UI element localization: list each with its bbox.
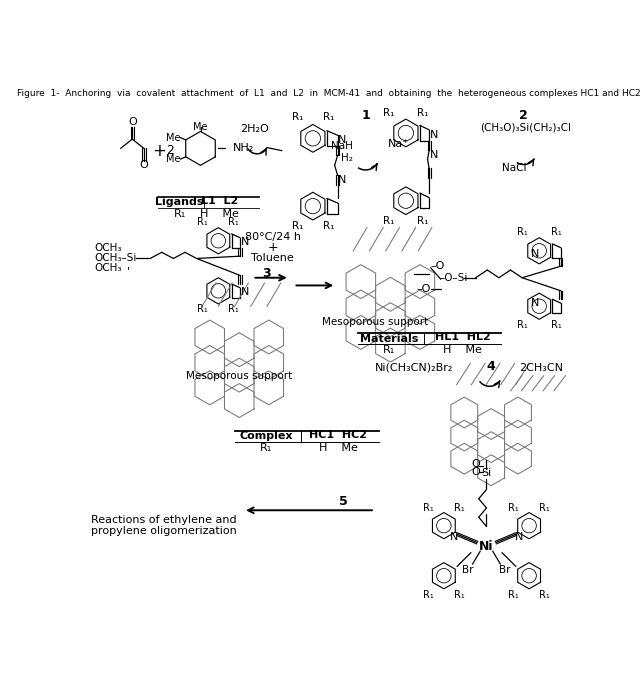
Text: N: N <box>430 129 439 140</box>
Text: R₁: R₁ <box>551 320 561 330</box>
Text: N: N <box>531 249 539 259</box>
Text: H    Me: H Me <box>319 443 358 453</box>
Text: –O–Si–: –O–Si– <box>439 273 473 283</box>
Text: OCH₃: OCH₃ <box>95 243 122 254</box>
Text: R₁: R₁ <box>292 221 303 231</box>
Text: NaH: NaH <box>331 141 353 151</box>
Text: ': ' <box>127 267 130 276</box>
Text: R₁: R₁ <box>228 304 239 314</box>
Text: Ni(CH₃CN)₂Br₂: Ni(CH₃CN)₂Br₂ <box>374 363 453 373</box>
Text: R₁: R₁ <box>228 217 239 227</box>
Text: R₁: R₁ <box>539 590 550 600</box>
Text: N: N <box>338 175 347 185</box>
Text: N: N <box>515 532 523 542</box>
Text: N: N <box>531 298 539 308</box>
Text: +: + <box>267 241 278 254</box>
Text: 2H₂O: 2H₂O <box>240 124 269 134</box>
Text: 2CH₃CN: 2CH₃CN <box>520 363 563 373</box>
Text: O: O <box>471 459 480 469</box>
Text: N: N <box>241 287 249 297</box>
Text: HL1  HL2: HL1 HL2 <box>435 332 491 342</box>
Text: N: N <box>449 532 458 542</box>
Text: R₁: R₁ <box>423 590 434 600</box>
Text: Mesoporous support: Mesoporous support <box>322 316 428 327</box>
Text: R₁: R₁ <box>508 590 519 600</box>
Text: R₁: R₁ <box>551 227 561 237</box>
Text: Materials: Materials <box>359 334 418 343</box>
Text: Si: Si <box>482 468 492 477</box>
Text: –O: –O <box>431 261 445 271</box>
Text: R₁: R₁ <box>423 503 434 513</box>
Text: Toluene: Toluene <box>251 254 294 263</box>
Text: N: N <box>241 237 249 247</box>
Text: 2: 2 <box>520 108 528 122</box>
Text: OCH₃: OCH₃ <box>95 263 122 274</box>
Text: R₁: R₁ <box>197 304 208 314</box>
Text: R₁: R₁ <box>508 503 519 513</box>
Text: R₁: R₁ <box>517 227 527 237</box>
Text: Complex: Complex <box>240 431 293 442</box>
Text: 4: 4 <box>487 360 496 372</box>
Text: 2: 2 <box>167 144 174 157</box>
Text: +: + <box>152 142 167 160</box>
Text: Me: Me <box>166 154 180 164</box>
Text: R₁: R₁ <box>260 443 273 453</box>
Text: Reactions of ethylene and: Reactions of ethylene and <box>91 515 237 525</box>
Text: H₂: H₂ <box>341 153 353 163</box>
Text: Mesoporous support: Mesoporous support <box>186 370 293 381</box>
Text: R₁: R₁ <box>174 209 186 219</box>
Text: R₁: R₁ <box>454 590 465 600</box>
Text: NH₂: NH₂ <box>233 143 254 153</box>
Text: L1  L2: L1 L2 <box>201 196 239 206</box>
Text: R₁: R₁ <box>417 216 429 226</box>
Text: 5: 5 <box>340 495 349 507</box>
Text: OCH₃–Si–: OCH₃–Si– <box>95 254 142 263</box>
Text: R₁: R₁ <box>454 503 465 513</box>
Text: Me: Me <box>166 133 180 142</box>
Text: 80°C/24 h: 80°C/24 h <box>244 232 300 242</box>
Text: Ni: Ni <box>479 540 494 553</box>
Text: O: O <box>471 466 480 477</box>
Text: R₁: R₁ <box>323 112 334 122</box>
Text: NaCl: NaCl <box>502 162 527 173</box>
Text: H    Me: H Me <box>201 209 239 219</box>
Text: (CH₃O)₃Si(CH₂)₃Cl: (CH₃O)₃Si(CH₂)₃Cl <box>480 122 572 133</box>
Text: Ligands: Ligands <box>156 197 204 207</box>
Text: Figure  1-  Anchoring  via  covalent  attachment  of  L1  and  L2  in  MCM-41  a: Figure 1- Anchoring via covalent attachm… <box>17 89 641 98</box>
Text: R₁: R₁ <box>539 503 550 513</box>
Text: Me: Me <box>194 122 208 132</box>
Text: propylene oligomerization: propylene oligomerization <box>91 526 237 536</box>
Text: 1: 1 <box>361 108 370 122</box>
Text: R₁: R₁ <box>197 217 208 227</box>
Text: 3: 3 <box>262 267 271 281</box>
Text: O: O <box>128 117 137 127</box>
Text: R₁: R₁ <box>383 108 395 118</box>
Text: R₁: R₁ <box>517 320 527 330</box>
Text: R₁: R₁ <box>323 221 334 231</box>
Text: Br: Br <box>462 565 474 574</box>
Text: HC1  HC2: HC1 HC2 <box>309 430 367 439</box>
Text: –O: –O <box>416 284 431 294</box>
Text: R₁: R₁ <box>383 216 395 226</box>
Text: Br: Br <box>500 565 511 574</box>
Text: R₁: R₁ <box>292 112 303 122</box>
Text: R₁: R₁ <box>417 108 429 118</box>
Text: R₁: R₁ <box>383 345 395 355</box>
Text: H    Me: H Me <box>443 345 482 355</box>
Text: N: N <box>338 135 347 145</box>
Text: N: N <box>430 149 439 160</box>
Text: O: O <box>140 160 149 170</box>
Text: Na⁺: Na⁺ <box>388 139 409 149</box>
